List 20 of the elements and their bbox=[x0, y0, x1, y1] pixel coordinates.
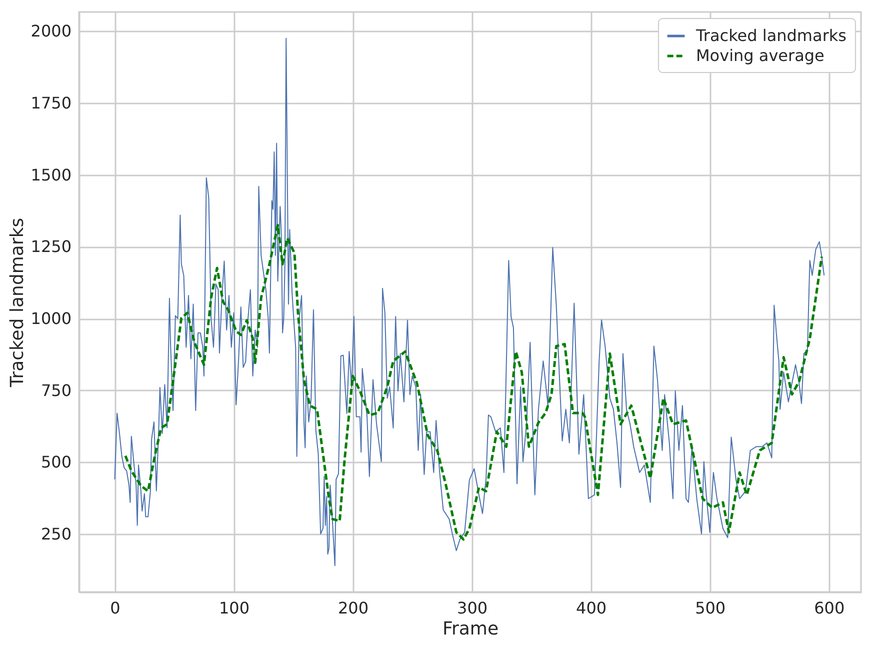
x-tick-label: 200 bbox=[338, 598, 369, 618]
y-tick-label: 1250 bbox=[30, 237, 72, 256]
x-tick-label: 300 bbox=[457, 598, 488, 618]
x-tick-label: 600 bbox=[814, 598, 845, 618]
line-series bbox=[124, 224, 823, 541]
y-tick-label: 1750 bbox=[30, 94, 72, 113]
x-tick-label: 400 bbox=[576, 598, 607, 618]
x-tick-label: 100 bbox=[218, 598, 250, 618]
y-tick-label: 500 bbox=[40, 452, 72, 472]
x-tick-label: 0 bbox=[110, 598, 120, 618]
x-axis-title: Frame bbox=[442, 618, 499, 640]
y-tick-label: 1500 bbox=[30, 165, 72, 184]
x-tick-label: 500 bbox=[695, 598, 726, 618]
legend-label: Tracked landmarks bbox=[695, 26, 846, 45]
y-tick-label: 2000 bbox=[30, 22, 72, 41]
y-axis-title: Tracked landmarks bbox=[6, 218, 28, 388]
y-tick-label: 250 bbox=[40, 524, 72, 544]
y-tick-label: 750 bbox=[40, 380, 72, 400]
y-tick-label: 1000 bbox=[30, 309, 72, 328]
legend-label: Moving average bbox=[696, 46, 824, 65]
